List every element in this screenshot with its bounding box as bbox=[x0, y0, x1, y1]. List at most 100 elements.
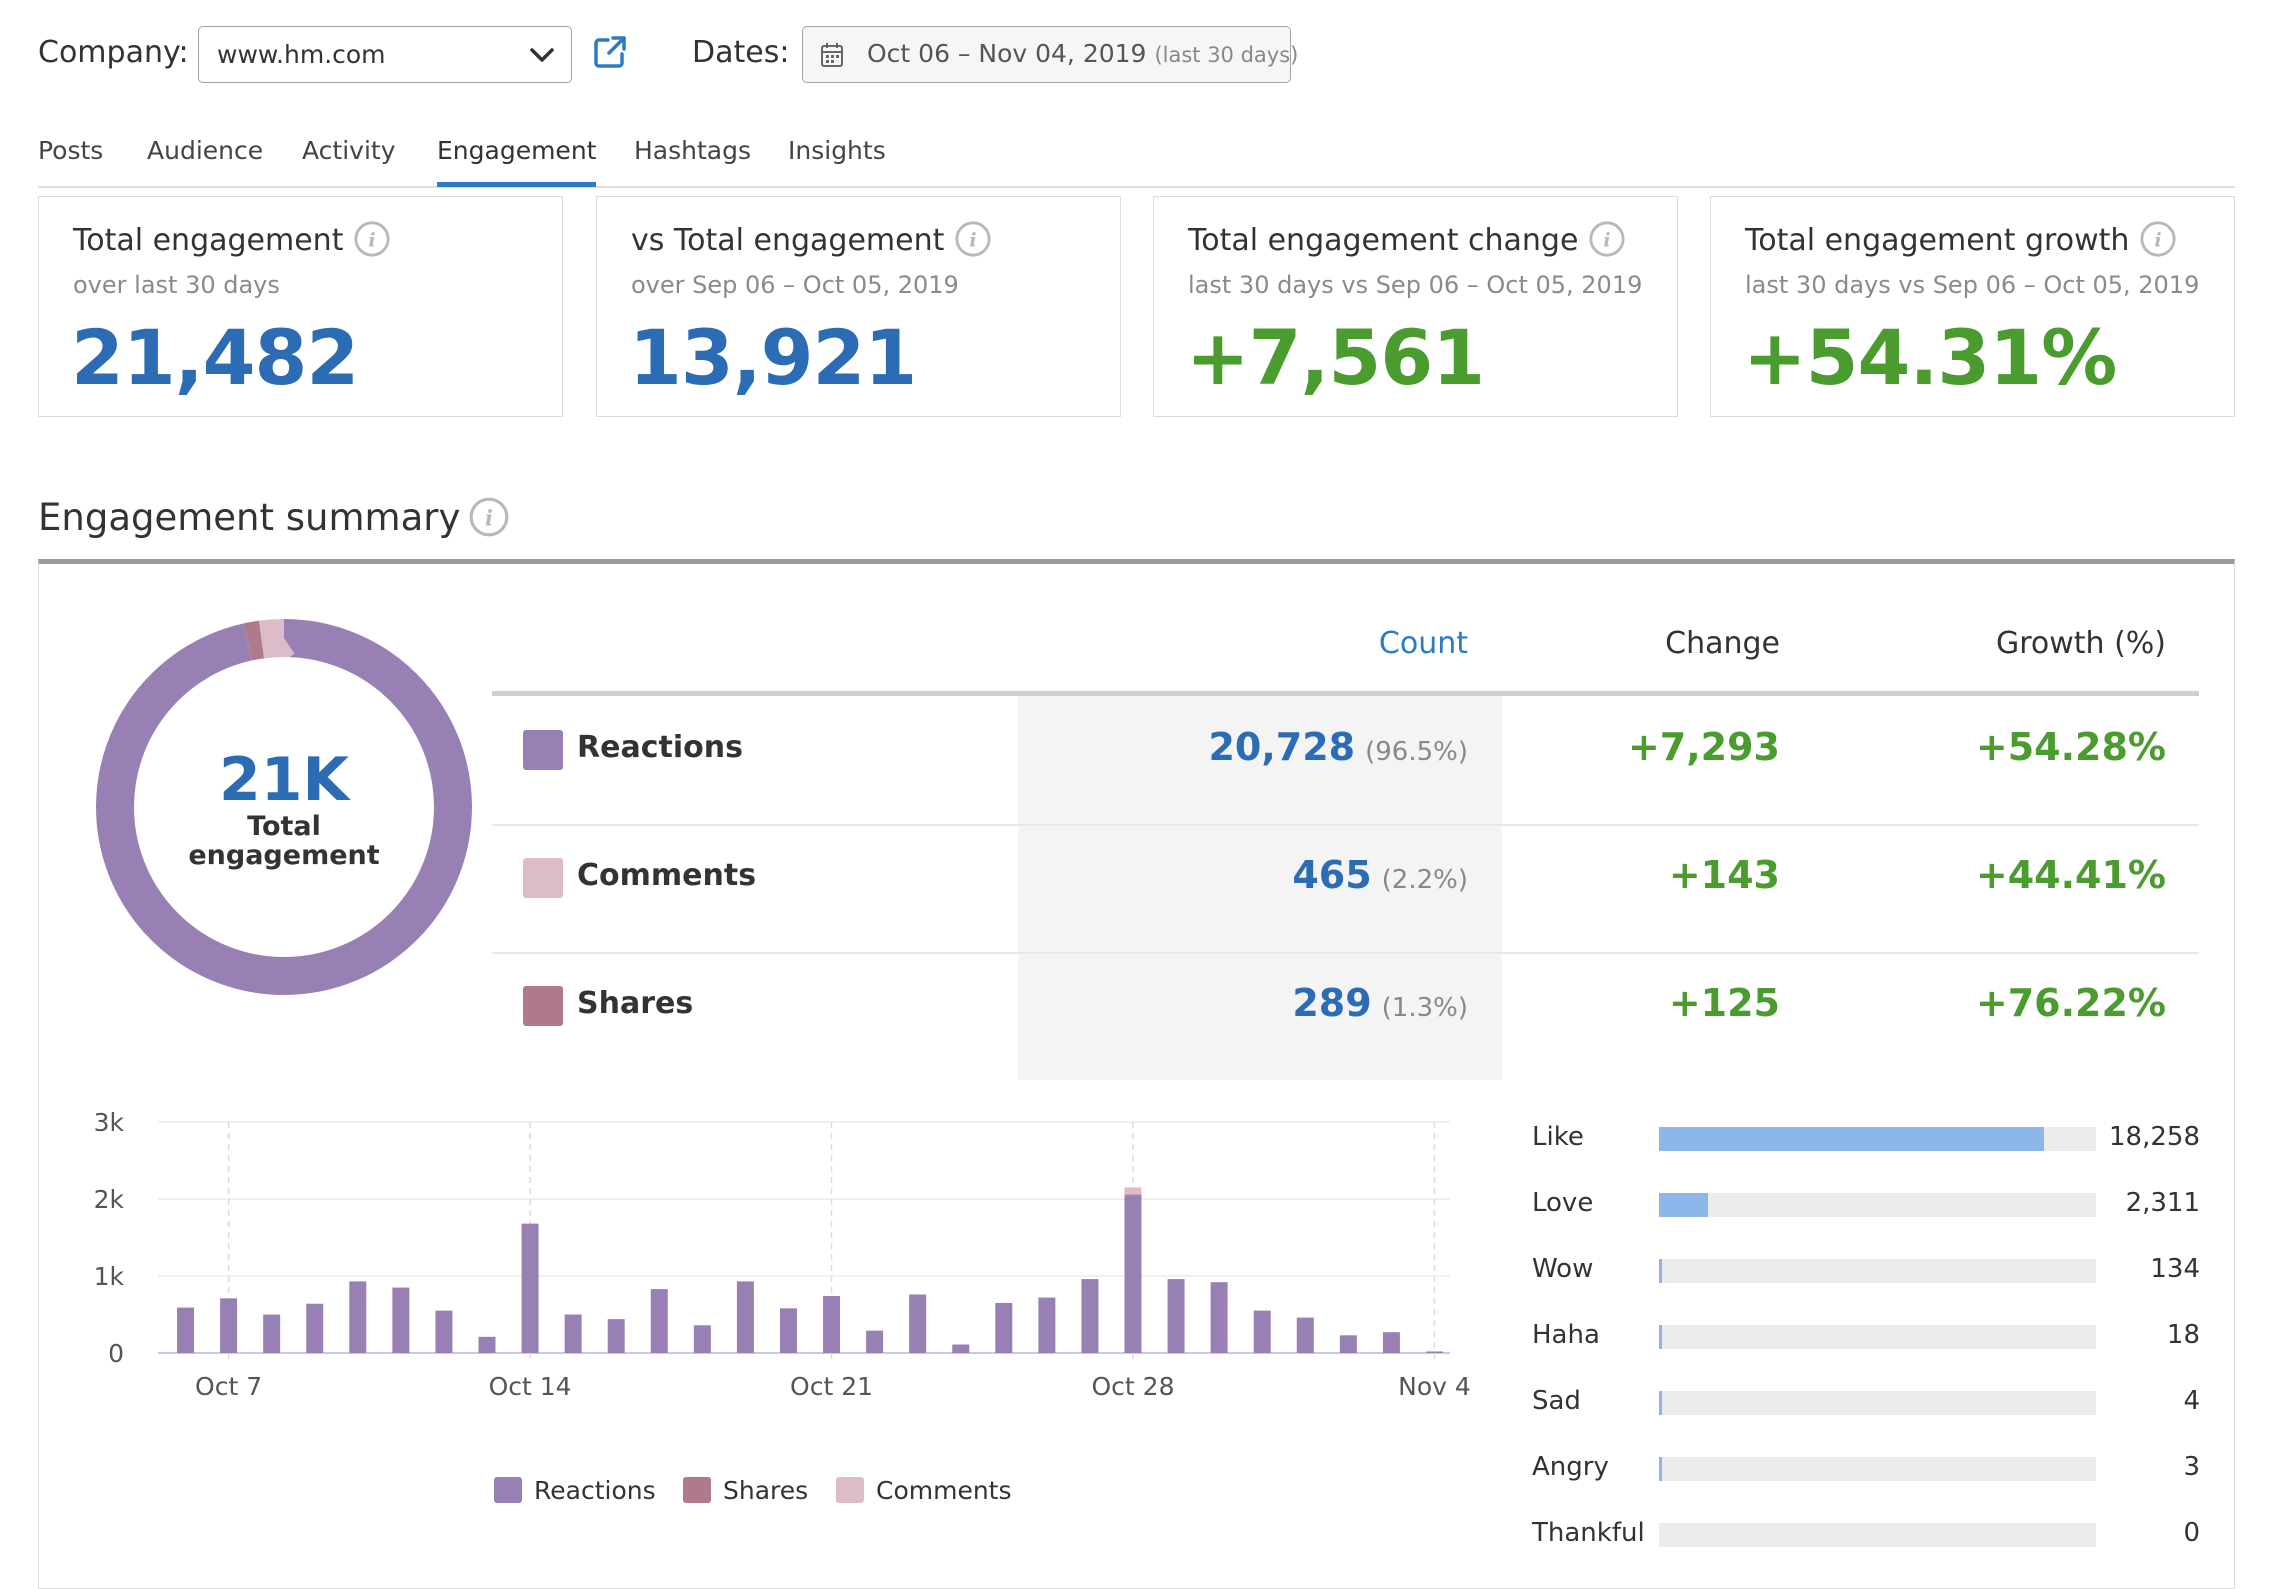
bar-reactions-oct-7[interactable] bbox=[220, 1298, 238, 1353]
bar-reactions-oct-21[interactable] bbox=[823, 1296, 841, 1353]
kpi-value: +54.31% bbox=[1743, 313, 2117, 402]
count-column-highlight bbox=[1018, 696, 1502, 1080]
tab-posts[interactable]: Posts bbox=[38, 136, 104, 165]
tab-engagement[interactable]: Engagement bbox=[437, 136, 597, 187]
x-tick-label: Oct 14 bbox=[489, 1372, 572, 1401]
bar-reactions-oct-31[interactable] bbox=[1253, 1310, 1271, 1353]
kpi-card-total-engagement: Total engagement i over last 30 days 21,4… bbox=[38, 196, 563, 417]
x-tick-label: Oct 21 bbox=[790, 1372, 873, 1401]
bar-reactions-oct-14[interactable] bbox=[521, 1223, 539, 1353]
bar-reactions-oct-16[interactable] bbox=[607, 1319, 625, 1353]
shares-swatch bbox=[523, 986, 563, 1026]
info-icon[interactable]: i bbox=[353, 220, 391, 258]
bar-reactions-oct-10[interactable] bbox=[349, 1281, 367, 1353]
bar-reactions-oct-11[interactable] bbox=[392, 1287, 410, 1353]
kpi-value: 13,921 bbox=[629, 313, 917, 402]
comments-swatch bbox=[523, 858, 563, 898]
reaction-bar-track bbox=[1659, 1325, 2096, 1349]
reaction-value: 3 bbox=[2183, 1452, 2200, 1482]
legend-item-reactions[interactable]: Reactions bbox=[494, 1476, 656, 1505]
bar-reactions-oct-19[interactable] bbox=[736, 1281, 754, 1353]
bar-reactions-oct-20[interactable] bbox=[779, 1308, 797, 1353]
bar-reactions-oct-25[interactable] bbox=[995, 1302, 1013, 1353]
external-link-icon[interactable] bbox=[592, 34, 628, 70]
kpi-title: vs Total engagement i bbox=[631, 220, 992, 258]
bar-reactions-oct-24[interactable] bbox=[952, 1344, 970, 1353]
kpi-subtitle: last 30 days vs Sep 06 – Oct 05, 2019 bbox=[1188, 271, 1643, 299]
bar-reactions-nov-1[interactable] bbox=[1296, 1317, 1314, 1353]
donut-label-line1: Total bbox=[247, 811, 321, 842]
section-title: Engagement summary i bbox=[38, 496, 510, 539]
bar-reactions-oct-18[interactable] bbox=[693, 1325, 711, 1353]
kpi-subtitle: over last 30 days bbox=[73, 271, 280, 299]
bar-reactions-oct-27[interactable] bbox=[1081, 1279, 1099, 1353]
x-tick-label: Nov 4 bbox=[1398, 1372, 1470, 1401]
svg-text:i: i bbox=[1604, 229, 1611, 251]
bar-reactions-nov-2[interactable] bbox=[1339, 1335, 1357, 1353]
bar-shares-oct-28[interactable] bbox=[1124, 1194, 1142, 1196]
bar-reactions-oct-29[interactable] bbox=[1167, 1279, 1185, 1353]
row-count-pct: (96.5%) bbox=[1365, 737, 1468, 767]
info-icon[interactable]: i bbox=[1588, 220, 1626, 258]
reaction-label: Sad bbox=[1532, 1386, 1581, 1416]
reaction-bar-fill bbox=[1659, 1193, 1708, 1217]
kpi-card-engagement-change: Total engagement change i last 30 days vs… bbox=[1153, 196, 1678, 417]
bar-reactions-oct-22[interactable] bbox=[866, 1330, 884, 1353]
bar-reactions-oct-26[interactable] bbox=[1038, 1297, 1056, 1353]
tab-insights[interactable]: Insights bbox=[788, 136, 886, 165]
reaction-bar-track bbox=[1659, 1259, 2096, 1283]
company-select[interactable]: www.hm.com bbox=[198, 26, 572, 83]
y-tick-label: 1k bbox=[94, 1262, 125, 1291]
row-count: 289 (1.3%) bbox=[1292, 981, 1468, 1025]
y-tick-label: 2k bbox=[94, 1185, 125, 1214]
row-change: +125 bbox=[1668, 981, 1780, 1025]
row-growth: +76.22% bbox=[1975, 981, 2166, 1025]
bar-comments-oct-28[interactable] bbox=[1124, 1187, 1142, 1195]
bar-reactions-nov-3[interactable] bbox=[1382, 1332, 1400, 1353]
tab-audience[interactable]: Audience bbox=[147, 136, 264, 165]
bar-reactions-oct-8[interactable] bbox=[263, 1314, 281, 1354]
tab-hashtags[interactable]: Hashtags bbox=[634, 136, 752, 165]
legend-item-shares[interactable]: Shares bbox=[683, 1476, 808, 1505]
row-divider bbox=[492, 824, 2199, 826]
column-header-change[interactable]: Change bbox=[1665, 626, 1780, 661]
bar-reactions-oct-12[interactable] bbox=[435, 1310, 453, 1353]
company-value: www.hm.com bbox=[217, 40, 386, 69]
svg-text:i: i bbox=[485, 505, 493, 530]
reaction-label: Like bbox=[1532, 1122, 1584, 1152]
reaction-bar-track bbox=[1659, 1457, 2096, 1481]
info-icon[interactable]: i bbox=[468, 496, 510, 538]
bar-reactions-oct-17[interactable] bbox=[650, 1289, 668, 1353]
svg-text:i: i bbox=[369, 229, 376, 251]
bar-reactions-oct-30[interactable] bbox=[1210, 1282, 1228, 1353]
reaction-bar-fill bbox=[1659, 1259, 1662, 1283]
engagement-bar-chart: 3k 2k 1k 0 Oct 7 Oct 14 Oct 21 Oct 28 Nov 4 bbox=[94, 1108, 1470, 1401]
reaction-value: 18,258 bbox=[2109, 1122, 2200, 1152]
reaction-value: 134 bbox=[2150, 1254, 2200, 1284]
legend-item-comments[interactable]: Comments bbox=[836, 1476, 1012, 1505]
bar-reactions-nov-4[interactable] bbox=[1425, 1351, 1443, 1353]
tab-bar: Posts Audience Activity Engagement Hasht… bbox=[38, 118, 2235, 188]
column-header-count[interactable]: Count bbox=[1378, 626, 1468, 661]
info-icon[interactable]: i bbox=[2139, 220, 2177, 258]
kpi-title: Total engagement change i bbox=[1188, 220, 1626, 258]
donut-segment-comments[interactable] bbox=[96, 619, 472, 995]
bar-reactions-oct-28[interactable] bbox=[1124, 1195, 1142, 1353]
reaction-bar-fill bbox=[1659, 1127, 2044, 1151]
kpi-subtitle: last 30 days vs Sep 06 – Oct 05, 2019 bbox=[1745, 271, 2200, 299]
bar-reactions-oct-9[interactable] bbox=[306, 1303, 324, 1353]
column-header-growth[interactable]: Growth (%) bbox=[1995, 626, 2166, 661]
bar-reactions-oct-23[interactable] bbox=[909, 1294, 927, 1353]
legend-swatch bbox=[836, 1477, 864, 1503]
info-icon[interactable]: i bbox=[954, 220, 992, 258]
row-change: +7,293 bbox=[1627, 725, 1780, 769]
tab-activity[interactable]: Activity bbox=[302, 136, 396, 165]
donut-label-line2: engagement bbox=[188, 840, 380, 871]
bar-reactions-oct-15[interactable] bbox=[564, 1314, 582, 1354]
donut-total-value: 21K bbox=[219, 745, 349, 815]
bar-reactions-oct-6[interactable] bbox=[177, 1307, 195, 1353]
bar-reactions-oct-13[interactable] bbox=[478, 1336, 496, 1353]
row-count: 20,728 (96.5%) bbox=[1208, 725, 1468, 769]
date-range-picker[interactable]: Oct 06 – Nov 04, 2019 (last 30 days) bbox=[802, 26, 1298, 83]
date-range-text: Oct 06 – Nov 04, 2019 (last 30 days) bbox=[867, 39, 1299, 68]
